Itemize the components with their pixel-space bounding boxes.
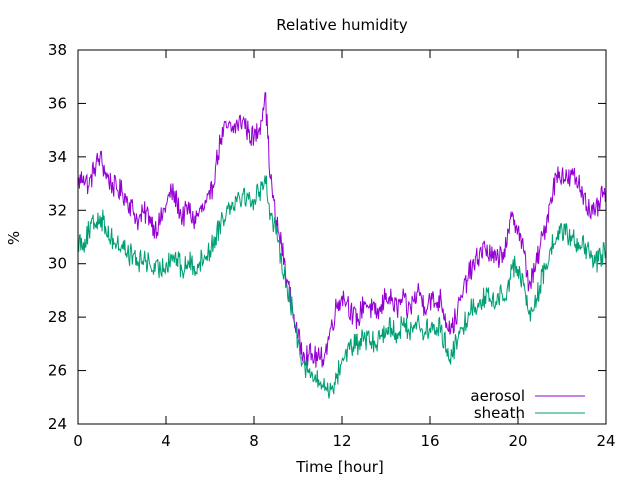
- x-tick-label: 4: [161, 432, 171, 450]
- legend-label-sheath: sheath: [474, 404, 525, 422]
- series-line-sheath: [77, 175, 607, 399]
- x-tick-label: 0: [73, 432, 83, 450]
- y-axis-label: %: [5, 231, 23, 245]
- x-axis-label: Time [hour]: [295, 458, 384, 476]
- series-layer: [77, 92, 607, 399]
- x-tick-label: 16: [420, 432, 439, 450]
- x-tick-label: 20: [508, 432, 527, 450]
- y-tick-label: 36: [48, 94, 67, 112]
- y-tick-label: 26: [48, 362, 67, 380]
- y-tick-label: 34: [48, 148, 67, 166]
- y-tick-label: 24: [48, 415, 67, 433]
- x-tick-label: 12: [332, 432, 351, 450]
- x-tick-label: 8: [249, 432, 259, 450]
- y-tick-label: 32: [48, 201, 67, 219]
- x-tick-label: 24: [596, 432, 615, 450]
- y-tick-label: 28: [48, 308, 67, 326]
- legend-label-aerosol: aerosol: [470, 387, 525, 405]
- plot-frame: [77, 49, 607, 425]
- y-tick-label: 30: [48, 255, 67, 273]
- chart-title: Relative humidity: [276, 16, 408, 34]
- y-axis-ticks: 24 26 28 30 32 34 36 38: [48, 41, 606, 433]
- series-line-aerosol: [77, 92, 607, 368]
- y-tick-label: 38: [48, 41, 67, 59]
- x-axis-ticks: 0 4 8 12 16 20 24: [73, 50, 616, 450]
